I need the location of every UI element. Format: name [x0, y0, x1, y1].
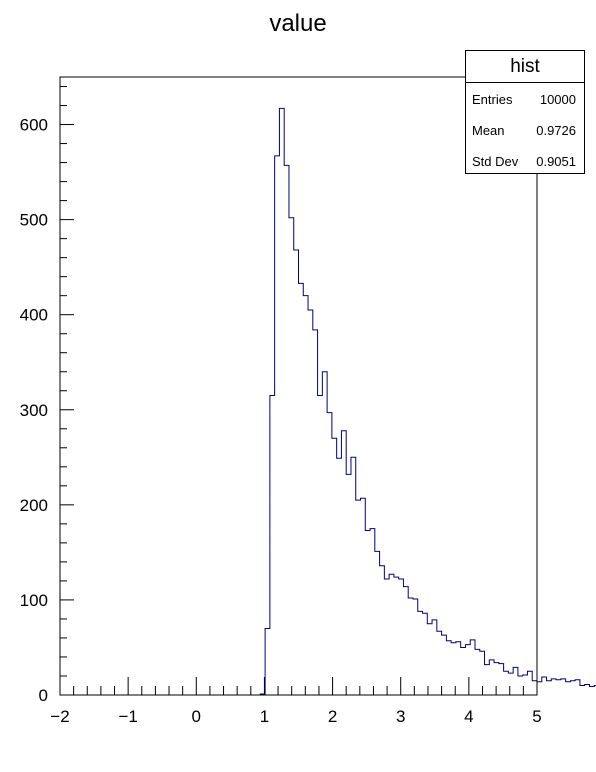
- chart-title: value: [269, 10, 327, 37]
- stats-key: Entries: [472, 92, 513, 107]
- stats-key: Mean: [472, 123, 505, 138]
- x-tick-label: 1: [260, 707, 269, 726]
- x-tick-label: 3: [396, 707, 405, 726]
- y-tick-label: 0: [39, 686, 48, 705]
- y-tick-label: 500: [20, 211, 48, 230]
- plot-frame: [59, 76, 538, 696]
- y-tick-label: 600: [20, 116, 48, 135]
- stats-value: 10000: [539, 92, 576, 107]
- stats-box: hist Entries 10000 Mean 0.9726 Std Dev 0…: [465, 50, 585, 174]
- tick-labels: −2 −1 0 1 2 3 4 5 0 100 200 300 400 500 600: [20, 116, 542, 726]
- stats-value: 0.9726: [536, 123, 576, 138]
- stats-row-entries: Entries 10000: [466, 83, 584, 114]
- y-tick-label: 100: [20, 591, 48, 610]
- x-tick-label: −2: [50, 707, 69, 726]
- x-tick-label: 5: [532, 707, 541, 726]
- x-tick-label: 4: [464, 707, 473, 726]
- stats-row-mean: Mean 0.9726: [466, 114, 584, 145]
- stats-value: 0.9051: [536, 154, 576, 169]
- x-tick-label: 0: [192, 707, 201, 726]
- stats-key: Std Dev: [472, 154, 519, 169]
- axis-ticks: [59, 86, 538, 696]
- y-tick-label: 300: [20, 401, 48, 420]
- histogram-line: [60, 107, 596, 696]
- y-tick-label: 200: [20, 496, 48, 515]
- y-tick-label: 400: [20, 306, 48, 325]
- stats-row-stddev: Std Dev 0.9051: [466, 145, 584, 176]
- x-tick-label: 2: [328, 707, 337, 726]
- stats-box-title: hist: [466, 51, 584, 83]
- x-tick-label: −1: [118, 707, 137, 726]
